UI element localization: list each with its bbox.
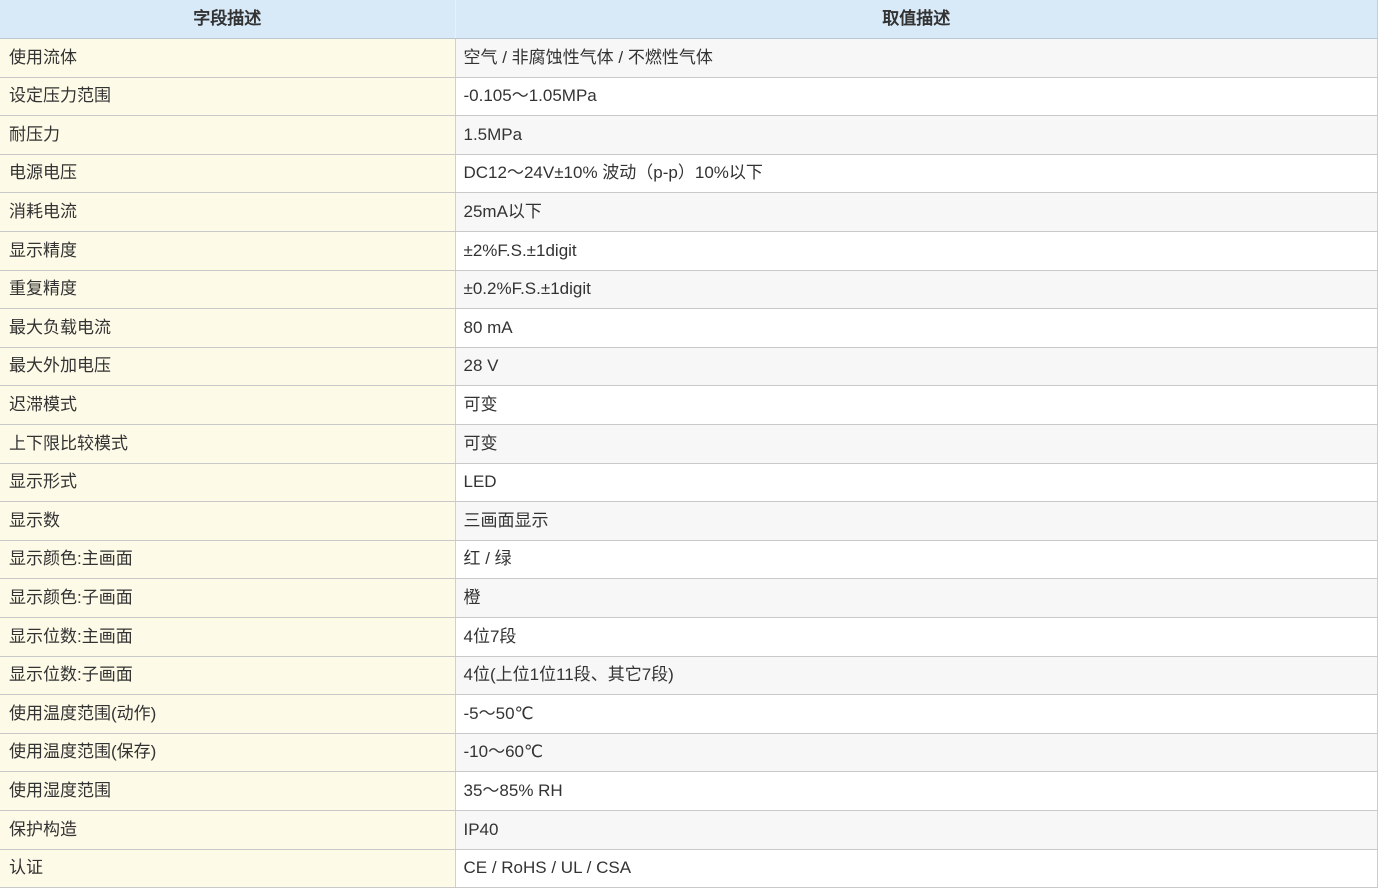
table-row: 显示颜色:主画面红 / 绿 — [0, 540, 1378, 580]
field-cell: 消耗电流 — [0, 192, 456, 233]
value-cell: 空气 / 非腐蚀性气体 / 不燃性气体 — [455, 38, 1378, 78]
field-cell: 显示颜色:主画面 — [0, 540, 456, 580]
field-cell: 认证 — [0, 849, 456, 888]
field-cell: 显示位数:子画面 — [0, 656, 456, 696]
value-cell: ±2%F.S.±1digit — [455, 231, 1378, 271]
table-row: 最大负载电流 80 mA — [0, 308, 1378, 348]
field-cell: 显示精度 — [0, 231, 456, 271]
value-cell: IP40 — [455, 810, 1378, 850]
table-row: 重复精度 ±0.2%F.S.±1digit — [0, 270, 1378, 310]
field-cell: 重复精度 — [0, 270, 456, 310]
field-cell: 最大负载电流 — [0, 308, 456, 348]
table-row: 显示精度 ±2%F.S.±1digit — [0, 231, 1378, 271]
value-cell: 可变 — [455, 385, 1378, 426]
value-cell: 4位(上位1位11段、其它7段) — [455, 656, 1378, 696]
table-row: 迟滞模式 可变 — [0, 385, 1378, 426]
value-cell: ±0.2%F.S.±1digit — [455, 270, 1378, 310]
value-cell: -10～60℃ — [455, 733, 1378, 773]
field-cell: 显示数 — [0, 501, 456, 541]
field-cell: 使用流体 — [0, 38, 456, 78]
field-cell: 显示位数:主画面 — [0, 617, 456, 657]
table-row: 使用湿度范围 35～85% RH — [0, 771, 1378, 811]
field-cell: 上下限比较模式 — [0, 424, 456, 464]
value-cell: 35～85% RH — [455, 771, 1378, 811]
table-row: 电源电压 DC12～24V±10% 波动（p-p）10%以下 — [0, 154, 1378, 194]
table-row: 显示数 三画面显示 — [0, 501, 1378, 541]
table-row: 设定压力范围 -0.105～1.05MPa — [0, 77, 1378, 117]
header-row: 字段描述 取值描述 — [0, 0, 1378, 40]
field-cell: 使用温度范围(保存) — [0, 733, 456, 773]
field-cell: 使用湿度范围 — [0, 771, 456, 811]
column-header-field: 字段描述 — [0, 0, 456, 40]
value-cell: -5～50℃ — [455, 694, 1378, 734]
table-row: 认证 CE / RoHS / UL / CSA — [0, 849, 1378, 888]
table-row: 显示位数:主画面 4位7段 — [0, 617, 1378, 657]
field-cell: 电源电压 — [0, 154, 456, 194]
value-cell: DC12～24V±10% 波动（p-p）10%以下 — [455, 154, 1378, 194]
value-cell: 可变 — [455, 424, 1378, 464]
value-cell: 25mA以下 — [455, 192, 1378, 233]
table-row: 使用温度范围(保存) -10～60℃ — [0, 733, 1378, 773]
value-cell: 红 / 绿 — [455, 540, 1378, 580]
field-cell: 显示颜色:子画面 — [0, 578, 456, 618]
value-cell: CE / RoHS / UL / CSA — [455, 849, 1378, 888]
table-row: 使用流体 空气 / 非腐蚀性气体 / 不燃性气体 — [0, 38, 1378, 78]
field-cell: 保护构造 — [0, 810, 456, 850]
value-cell: 三画面显示 — [455, 501, 1378, 541]
field-cell: 设定压力范围 — [0, 77, 456, 117]
value-cell: -0.105～1.05MPa — [455, 77, 1378, 117]
table-row: 使用温度范围(动作) -5～50℃ — [0, 694, 1378, 734]
table-row: 耐压力 1.5MPa — [0, 115, 1378, 155]
value-cell: 80 mA — [455, 308, 1378, 348]
table-row: 显示形式 LED — [0, 463, 1378, 503]
table-row: 最大外加电压 28 V — [0, 347, 1378, 387]
column-header-value: 取值描述 — [455, 0, 1378, 40]
table-row: 上下限比较模式 可变 — [0, 424, 1378, 464]
table-row: 消耗电流 25mA以下 — [0, 192, 1378, 233]
spec-table-body: 使用流体 空气 / 非腐蚀性气体 / 不燃性气体 设定压力范围 -0.105～1.05… — [0, 38, 1378, 888]
value-cell: 橙 — [455, 578, 1378, 618]
field-cell: 使用温度范围(动作) — [0, 694, 456, 734]
field-cell: 迟滞模式 — [0, 385, 456, 426]
field-cell: 耐压力 — [0, 115, 456, 155]
spec-table-header: 字段描述 取值描述 — [0, 0, 1378, 40]
field-cell: 最大外加电压 — [0, 347, 456, 387]
value-cell: 1.5MPa — [455, 115, 1378, 155]
value-cell: LED — [455, 463, 1378, 503]
field-cell: 显示形式 — [0, 463, 456, 503]
value-cell: 4位7段 — [455, 617, 1378, 657]
table-row: 保护构造 IP40 — [0, 810, 1378, 850]
value-cell: 28 V — [455, 347, 1378, 387]
table-row: 显示颜色:子画面橙 — [0, 578, 1378, 618]
table-row: 显示位数:子画面 4位(上位1位11段、其它7段) — [0, 656, 1378, 696]
